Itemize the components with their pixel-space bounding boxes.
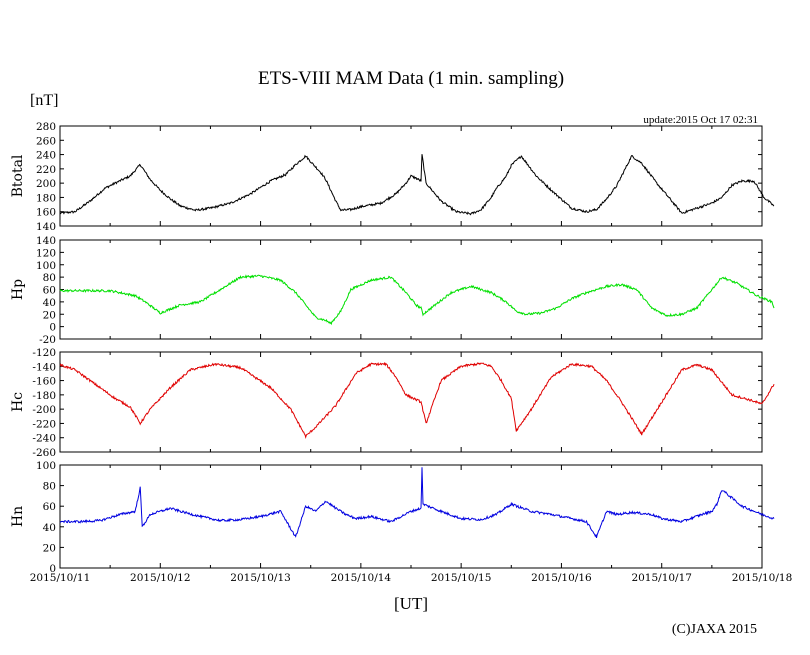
y-axis-label: Btotal (10, 154, 26, 197)
y-tick-label: -140 (32, 361, 56, 373)
y-tick-label: 80 (43, 272, 56, 284)
y-tick-label: 40 (43, 522, 56, 534)
update-timestamp: update:2015 Oct 17 02:31 (643, 114, 758, 126)
y-tick-label: 280 (36, 121, 56, 133)
panel-hc: -120 -140 -160 -180 -200 -220 -240 -260 Hc (10, 347, 775, 459)
x-tick-label: 2015/10/11 (30, 572, 91, 584)
x-tick-label: 2015/10/18 (732, 572, 793, 584)
y-tick-label: -260 (32, 447, 56, 459)
copyright: (C)JAXA 2015 (672, 622, 757, 637)
chart-title: ETS-VIII MAM Data (1 min. sampling) (258, 68, 564, 89)
y-tick-label: 220 (36, 164, 56, 176)
series-line-hc (59, 361, 775, 439)
x-tick-label: 2015/10/14 (331, 572, 392, 584)
y-tick-label: 180 (36, 192, 56, 204)
series-line-hn (59, 467, 775, 539)
series-line-btotal (59, 154, 775, 216)
y-tick-label: -240 (32, 433, 56, 445)
y-tick-label: 120 (36, 247, 56, 259)
x-tick-label: 2015/10/13 (230, 572, 291, 584)
y-tick-label: 60 (43, 501, 56, 513)
x-tick-label: 2015/10/16 (531, 572, 592, 584)
y-tick-label: 100 (36, 260, 56, 272)
y-tick-label: -180 (32, 390, 56, 402)
x-tick-label: 2015/10/17 (631, 572, 692, 584)
y-tick-label: 240 (36, 150, 56, 162)
y-tick-label: -120 (32, 347, 56, 359)
unit-label: [nT] (30, 92, 58, 109)
y-tick-label: -20 (39, 334, 56, 346)
y-tick-label: 20 (43, 309, 56, 321)
series-line-hp (59, 274, 775, 326)
y-tick-label: 0 (49, 322, 56, 334)
panels: 280260240220200180160140Btotal1401201008… (10, 121, 775, 575)
plot-frame (59, 351, 763, 453)
y-tick-label: 140 (36, 221, 56, 233)
y-tick-label: 60 (43, 285, 56, 297)
y-tick-label: 0 (49, 563, 56, 575)
y-tick-label: 100 (36, 460, 56, 472)
plot-frame (59, 239, 763, 340)
y-tick-label: 160 (36, 207, 56, 219)
y-tick-label: 20 (43, 542, 56, 554)
panel-btotal: 280 260 240 220 200 180 160 140 Btotal (10, 121, 775, 233)
panel-hn: 100 80 60 40 20 0 Hn (10, 460, 775, 575)
x-axis-ticks: 2015/10/11 2015/10/12 2015/10/13 2015/10/14… (30, 572, 793, 584)
y-tick-label: 40 (43, 297, 56, 309)
y-tick-label: 80 (43, 481, 56, 493)
y-tick-label: 260 (36, 135, 56, 147)
y-tick-label: -160 (32, 376, 56, 388)
y-tick-label: 200 (36, 178, 56, 190)
x-tick-label: 2015/10/15 (431, 572, 492, 584)
x-axis-label: [UT] (394, 594, 428, 613)
y-axis-label: Hp (10, 279, 26, 300)
y-axis-label: Hc (10, 392, 26, 412)
y-tick-label: 140 (36, 235, 56, 247)
y-tick-label: -220 (32, 418, 56, 430)
y-tick-label: -200 (32, 404, 56, 416)
x-tick-label: 2015/10/12 (130, 572, 191, 584)
y-axis-label: Hn (10, 506, 26, 527)
